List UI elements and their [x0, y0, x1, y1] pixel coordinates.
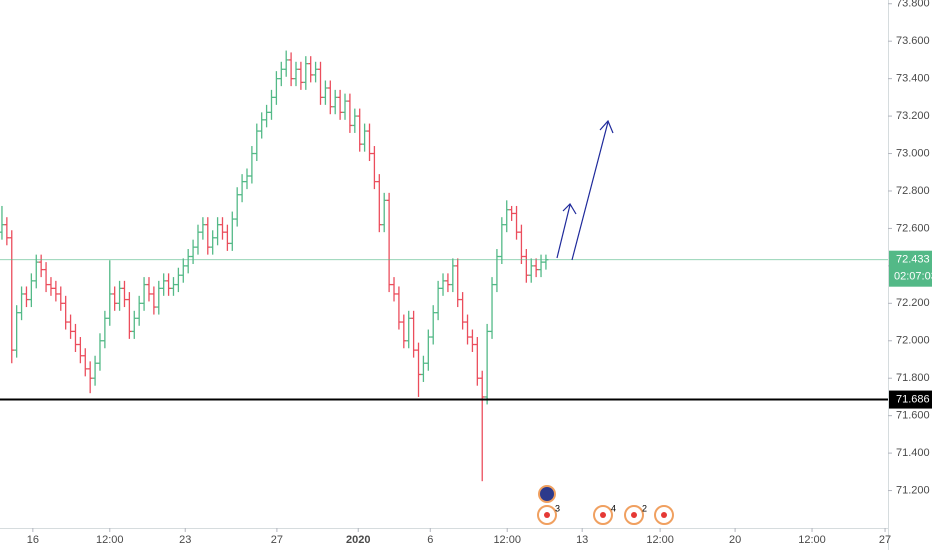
- y-tick-label: 73.000: [896, 147, 930, 159]
- arrow-line: [556, 204, 571, 259]
- drawn-arrows: [556, 119, 614, 261]
- x-tick-label: 20: [729, 534, 741, 546]
- y-tick-label: 72.600: [896, 222, 930, 234]
- y-tick-label: 71.400: [896, 447, 930, 459]
- x-tick-label: 12:00: [493, 534, 521, 546]
- event-count: 3: [555, 503, 560, 513]
- arrow-head: [562, 203, 577, 215]
- x-tick-label: 2020: [346, 534, 370, 546]
- countdown-label: 02:07:03: [894, 271, 932, 283]
- y-tick-label: 72.200: [896, 297, 930, 309]
- y-tick-label: 71.600: [896, 410, 930, 422]
- event-dot: [631, 512, 637, 518]
- y-tick-label: 72.800: [896, 185, 930, 197]
- x-tick-label: 16: [27, 534, 39, 546]
- event-dot: [544, 512, 550, 518]
- arrow-line: [571, 121, 609, 261]
- last-price-label: 72.433: [896, 254, 930, 266]
- event-dot: [600, 512, 606, 518]
- x-tick-label: 13: [576, 534, 588, 546]
- plot-area: [0, 50, 888, 482]
- x-tick-label: 12:00: [646, 534, 674, 546]
- arrow-head: [599, 119, 614, 134]
- x-tick-label: 12:00: [798, 534, 826, 546]
- y-tick-label: 72.000: [896, 335, 930, 347]
- y-tick-label: 73.800: [896, 0, 930, 10]
- horizontal-line-box: [889, 390, 932, 409]
- y-tick-label: 73.200: [896, 110, 930, 122]
- last-price-box: [889, 250, 932, 287]
- flag-event: [538, 485, 556, 503]
- event-markers: 3 4 2: [537, 485, 674, 525]
- x-tick-label: 12:00: [96, 534, 124, 546]
- y-tick-label: 71.200: [896, 484, 930, 496]
- y-tick-label: 71.800: [896, 372, 930, 384]
- event-count: 4: [611, 503, 616, 513]
- horizontal-line-label: 71.686: [896, 393, 930, 405]
- y-tick-label: 73.600: [896, 35, 930, 47]
- x-tick-label: 27: [879, 534, 891, 546]
- x-tick-label: 27: [271, 534, 283, 546]
- event-count: 2: [642, 503, 647, 513]
- y-tick-label: 73.400: [896, 73, 930, 85]
- event-dot: [661, 512, 667, 518]
- x-tick-label: 6: [427, 534, 433, 546]
- x-tick-label: 23: [179, 534, 191, 546]
